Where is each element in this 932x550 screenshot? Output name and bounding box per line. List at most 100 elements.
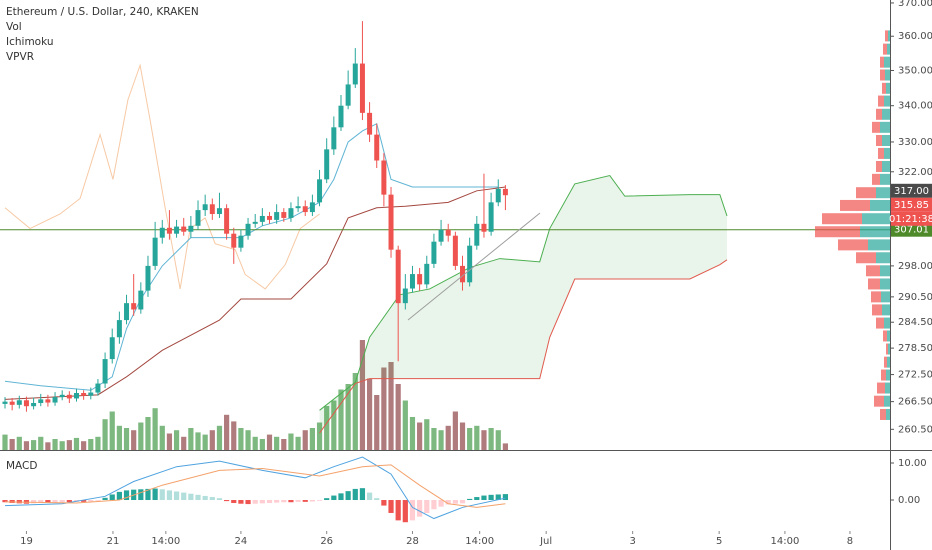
candle-body [452,235,458,266]
vpvr-up [884,147,890,159]
candle-body [417,274,423,285]
candle-body [181,226,187,232]
macd-histogram-bar [231,500,237,503]
macd-histogram-bar [266,500,273,503]
macd-histogram-bar [173,491,180,501]
volume-bar [9,439,15,450]
volume-bar [195,432,201,450]
macd-histogram-bar [302,500,308,502]
macd-histogram-bar [145,488,151,501]
macd-histogram-bar [395,500,401,521]
candle-body [81,393,87,396]
vpvr-up [886,82,890,94]
macd-histogram-bar [452,500,458,504]
macd-histogram-bar [409,500,416,521]
volume-bar [66,440,72,450]
candle-body [402,288,408,304]
candle-body [174,226,180,234]
vpvr-down [874,395,884,407]
vpvr-up [888,30,890,42]
volume-bar [159,425,165,450]
candle-body [431,241,437,264]
price-line-label: 307.01 [894,225,929,236]
front-layer: 370.00360.00350.00340.00330.00322.00298.… [20,0,932,547]
candle-body [224,208,230,234]
candle-body [460,265,466,283]
volume-bar [252,436,258,450]
volume-bar [52,439,58,450]
vpvr-up [887,330,890,342]
indicator-label: Ichimoku [6,36,54,48]
y-tick-label: 350.00 [898,65,932,76]
candle-body [381,160,387,195]
y-tick-label: 298.00 [898,261,932,272]
volume-bar [138,422,144,450]
vpvr-down [884,356,887,368]
vpvr-up [886,408,890,420]
macd-histogram-bar [309,500,315,502]
macd-histogram-bar [445,500,451,505]
candle-body [331,127,337,150]
macd-histogram-bar [30,500,37,504]
macd-histogram-bar [88,500,94,502]
vpvr-up [880,173,890,185]
vpvr-down [822,213,862,225]
candle-body [274,212,280,220]
y-tick-label: 0.00 [898,495,920,506]
vpvr-down [876,134,882,146]
volume-bar [59,441,65,450]
candle-body [145,265,151,291]
candle-body [409,274,415,289]
vpvr-up [876,252,890,264]
macd-histogram-bar [366,492,373,501]
macd-histogram-bar [359,488,366,501]
vpvr-down [885,30,888,42]
candle-body [23,400,29,407]
vpvr-up [885,382,890,394]
candle-body [352,63,358,85]
vpvr-up [870,199,890,211]
candle-body [95,383,101,393]
volume-bar [324,406,330,450]
x-tick-label: 3 [629,536,635,547]
macd-histogram-bar [202,495,208,501]
candle-body [159,227,165,238]
candle-body [16,400,22,405]
vpvr-down [886,343,888,355]
macd-title: MACD [6,460,37,472]
x-tick-label: 5 [716,536,722,547]
candle-body [116,320,122,338]
y-tick-label: 284.50 [898,317,932,328]
macd-histogram-bar [252,500,258,504]
vpvr-down [866,265,880,277]
macd-histogram-bar [438,500,444,507]
candle-body [495,188,501,203]
volume-bar [88,439,94,450]
x-tick-label: 24 [235,536,248,547]
vpvr-up [882,108,890,120]
candle-body [324,149,330,180]
x-tick-label: 19 [20,536,33,547]
macd-histogram-bar [402,500,408,523]
candle-body [202,204,208,211]
candle-body [109,337,115,360]
macd-histogram-bar [188,493,194,501]
volume-bar [123,428,130,450]
volume-bar [295,436,301,450]
vpvr-up [885,69,890,81]
macd-histogram-bar [474,497,480,501]
countdown-label: 01:21:38 [889,214,932,225]
x-tick-label: 21 [107,536,120,547]
candle-body [438,229,444,242]
vpvr-down [856,187,876,199]
volume-bar [409,417,416,450]
vpvr-down [838,239,868,251]
volume-bar [166,433,173,450]
macd-histogram-bar [352,488,358,501]
vpvr-down [876,108,882,120]
vpvr-up [876,187,890,199]
candle-body [59,394,65,398]
volume-bar [438,430,444,450]
macd-histogram-bar [324,498,330,501]
